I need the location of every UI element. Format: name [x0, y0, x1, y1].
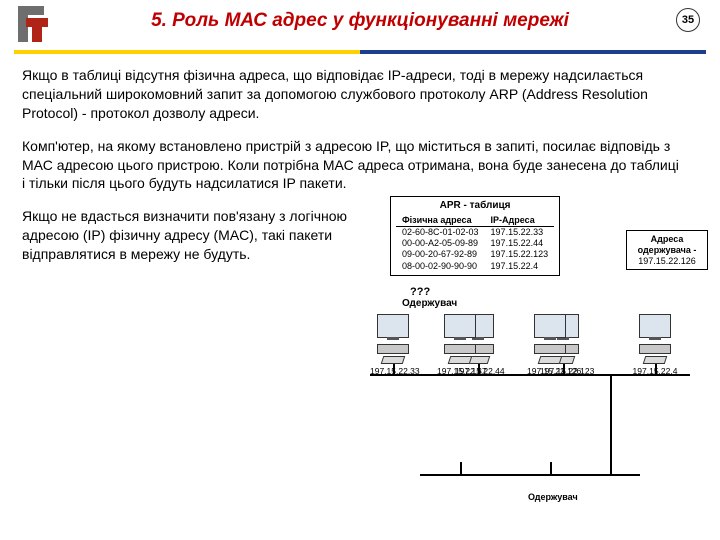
paragraph-4: Якщо не вдасться визначити пов'язану з л…	[22, 207, 352, 264]
receiver-label-bottom: Одержувач	[528, 492, 578, 502]
arp-table: APR - таблиця Фізична адресаIP-Адреса 02…	[390, 196, 560, 276]
logo	[14, 4, 54, 44]
network-layout: 197.15.22.33 197.15.22.44 197.15.22.123 …	[360, 314, 710, 524]
arp-table-title: APR - таблиця	[396, 200, 554, 213]
question-marks: ???	[410, 286, 430, 298]
arp-diagram: APR - таблиця Фізична адресаIP-Адреса 02…	[360, 196, 710, 526]
pc-top-1: 197.15.22.33	[370, 314, 416, 376]
page-number: 35	[676, 8, 700, 32]
bus-vertical	[610, 374, 612, 474]
paragraph-2: Комп'ютер, на якому встановлено пристрій…	[22, 137, 698, 175]
header: 5. Роль МАС адрес у функціонуванні мереж…	[0, 0, 720, 52]
bus-bottom	[420, 474, 640, 476]
paragraph-3: і тільки після цього будуть надсилатися …	[22, 174, 352, 193]
receiver-address-box: Адреса одержувача - 197.15.22.126	[626, 230, 708, 270]
arp-col2: IP-Адреса	[485, 215, 555, 227]
receiver-label-top: Одержувач	[402, 298, 457, 309]
slide-title: 5. Роль МАС адрес у функціонуванні мереж…	[100, 10, 620, 32]
pc-bottom-2: 197.15.22.126	[527, 314, 573, 376]
divider-stripe	[14, 48, 706, 56]
pc-bottom-1: 197.15.22.37	[437, 314, 483, 376]
arp-col1: Фізична адреса	[396, 215, 485, 227]
paragraph-1: Якщо в таблиці відсутня фізична адреса, …	[22, 66, 698, 123]
pc-top-4: 197.15.22.4	[632, 314, 678, 376]
